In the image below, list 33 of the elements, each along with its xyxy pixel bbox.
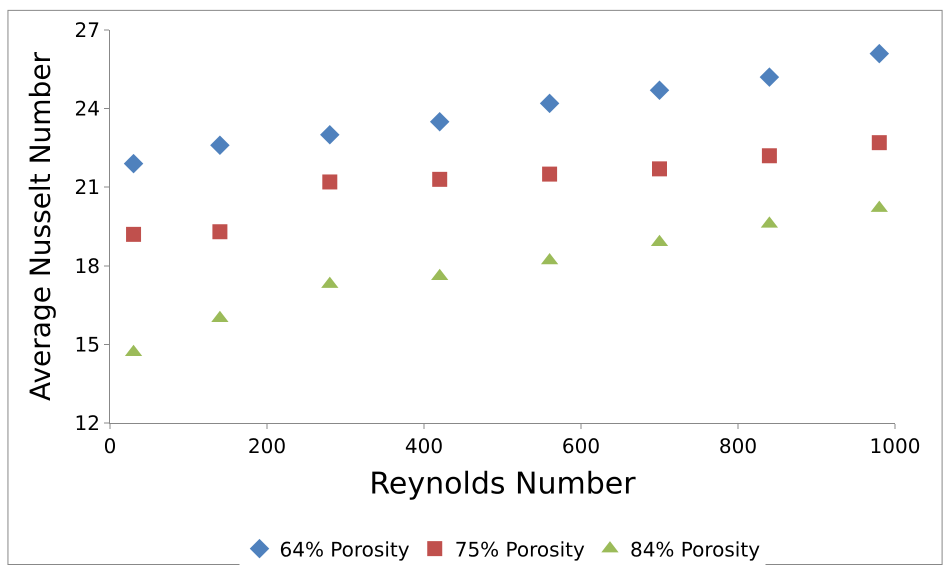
legend-label: 84% Porosity — [630, 537, 760, 562]
point — [762, 148, 777, 164]
x-tick-label: 0 — [104, 434, 116, 458]
x-tick-label: 600 — [562, 434, 600, 458]
y-tick-label: 18 — [74, 254, 100, 278]
point — [870, 44, 890, 64]
legend-label: 64% Porosity — [280, 537, 410, 562]
point — [126, 226, 142, 242]
point — [542, 166, 558, 182]
point — [210, 136, 230, 156]
y-tick-label: 24 — [74, 96, 100, 121]
x-axis-title: Reynolds Number — [369, 466, 636, 502]
point — [540, 94, 560, 114]
y-axis-title: Average Nusselt Number — [24, 51, 58, 402]
x-tick-label: 800 — [718, 434, 758, 458]
x-tick-label: 200 — [248, 434, 286, 458]
point — [760, 67, 780, 87]
point — [652, 161, 667, 176]
point — [124, 154, 144, 174]
point — [212, 224, 228, 240]
point — [432, 172, 448, 187]
y-tick-label: 27 — [74, 18, 100, 42]
point — [872, 135, 887, 150]
x-tick-label: 400 — [404, 434, 444, 458]
y-tick-label: 12 — [74, 411, 100, 435]
legend-label: 75% Porosity — [454, 537, 585, 562]
y-tick-label: 15 — [74, 332, 100, 356]
point — [650, 80, 670, 100]
x-tick-label: 1000 — [870, 434, 920, 458]
point — [322, 174, 338, 190]
point — [430, 112, 450, 132]
point — [320, 125, 340, 145]
y-tick-label: 21 — [74, 175, 100, 200]
